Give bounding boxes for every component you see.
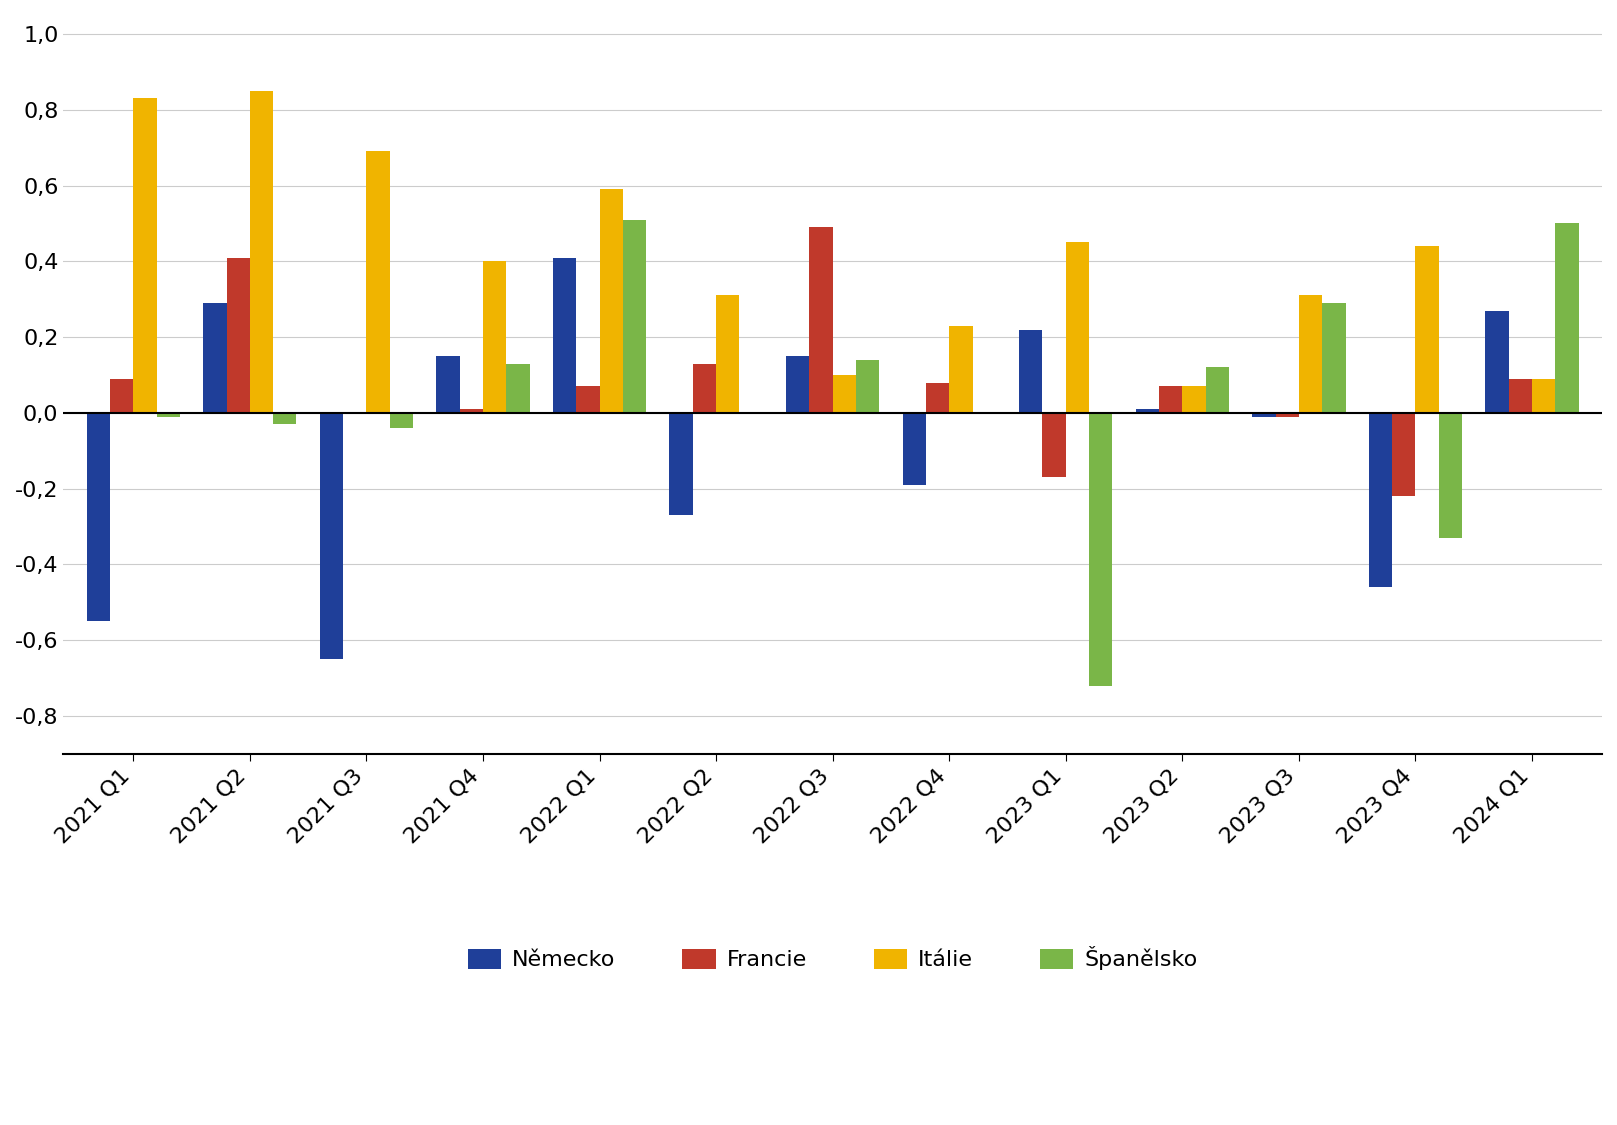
Bar — [133, 98, 157, 413]
Bar — [1392, 413, 1415, 496]
Bar — [949, 326, 972, 413]
Bar — [1531, 379, 1556, 413]
Bar — [810, 227, 833, 413]
Bar — [855, 360, 880, 413]
Bar — [390, 413, 412, 428]
Bar — [226, 258, 251, 413]
Bar — [1556, 224, 1578, 413]
Bar — [87, 413, 110, 621]
Bar — [716, 296, 739, 413]
Bar — [553, 258, 576, 413]
Bar — [692, 363, 716, 413]
Bar — [669, 413, 692, 515]
Bar — [1415, 246, 1439, 413]
Bar — [110, 379, 133, 413]
Bar — [833, 375, 855, 413]
Bar — [157, 413, 179, 416]
Bar — [320, 413, 343, 659]
Bar — [1182, 386, 1206, 413]
Bar — [204, 303, 226, 413]
Bar — [251, 91, 273, 413]
Bar — [1370, 413, 1392, 587]
Bar — [1019, 330, 1043, 413]
Bar — [1043, 413, 1066, 477]
Bar — [786, 356, 810, 413]
Bar — [1135, 410, 1159, 413]
Bar — [927, 382, 949, 413]
Bar — [1252, 413, 1276, 416]
Bar — [459, 410, 483, 413]
Bar — [1298, 296, 1323, 413]
Bar — [437, 356, 459, 413]
Bar — [1323, 303, 1345, 413]
Bar — [1159, 386, 1182, 413]
Bar — [1206, 368, 1229, 413]
Bar — [1066, 242, 1090, 413]
Bar — [1509, 379, 1531, 413]
Legend: Německo, Francie, Itálie, Španělsko: Německo, Francie, Itálie, Španělsko — [459, 937, 1206, 979]
Bar — [367, 152, 390, 413]
Bar — [506, 363, 530, 413]
Bar — [902, 413, 927, 485]
Bar — [600, 189, 623, 413]
Bar — [483, 261, 506, 413]
Bar — [1276, 413, 1298, 416]
Bar — [1090, 413, 1112, 686]
Bar — [1486, 310, 1509, 413]
Bar — [576, 386, 600, 413]
Bar — [1439, 413, 1462, 538]
Bar — [623, 219, 647, 413]
Bar — [273, 413, 296, 424]
